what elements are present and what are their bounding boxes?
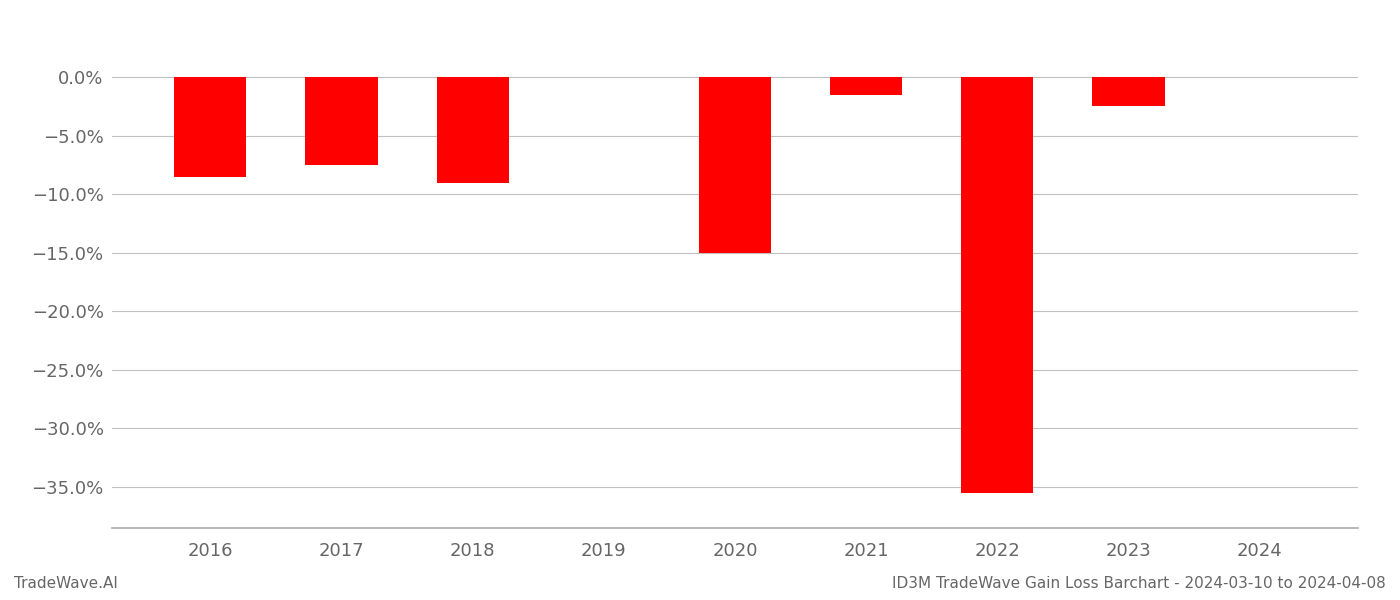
- Bar: [699, 77, 771, 253]
- Bar: [1092, 77, 1165, 106]
- Bar: [437, 77, 508, 182]
- Bar: [305, 77, 378, 165]
- Bar: [962, 77, 1033, 493]
- Text: ID3M TradeWave Gain Loss Barchart - 2024-03-10 to 2024-04-08: ID3M TradeWave Gain Loss Barchart - 2024…: [892, 576, 1386, 591]
- Text: TradeWave.AI: TradeWave.AI: [14, 576, 118, 591]
- Bar: [174, 77, 246, 176]
- Bar: [830, 77, 902, 95]
